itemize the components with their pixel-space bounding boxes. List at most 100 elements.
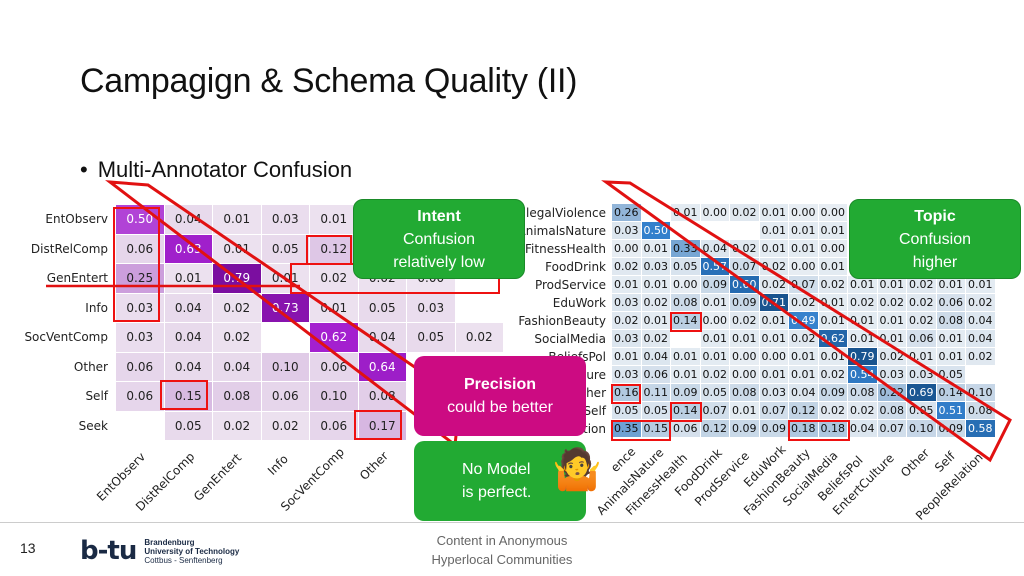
precision-callout: Precision could be better [414,356,586,436]
topic-cell: 0.02 [818,276,847,293]
btu-logo-text: Brandenburg University of Technology Cot… [144,538,239,565]
topic-cell: 0.05 [641,402,670,419]
topic-cell: 0.02 [907,294,936,311]
topic-cell: 0.18 [789,420,818,437]
topic-cell: 0.01 [612,348,641,365]
topic-cell: 0.51 [936,402,965,419]
topic-cell: 0.02 [759,276,788,293]
btu-logo: b-tu Brandenburg University of Technolog… [80,536,239,566]
intent-cell: 0.17 [358,411,406,440]
topic-cell [730,222,759,239]
topic-cell: 0.69 [907,384,936,401]
topic-cell: 0.02 [818,402,847,419]
topic-cell: 0.07 [730,258,759,275]
topic-cell: 0.01 [700,348,729,365]
intent-cell: 0.50 [116,205,164,234]
topic-cell: 0.00 [759,348,788,365]
topic-cell: 0.03 [612,330,641,347]
topic-cell: 0.03 [612,366,641,383]
topic-cell: 0.00 [818,240,847,257]
intent-cell: 0.05 [358,293,406,322]
topic-cell: 0.01 [730,402,759,419]
intent-cell: 0.06 [310,411,358,440]
intent-cell: 0.08 [358,382,406,411]
page-number: 13 [20,540,36,556]
intent-callout-line2: relatively low [393,253,485,271]
topic-cell: 0.02 [612,312,641,329]
topic-cell: 0.01 [789,222,818,239]
intent-cell: 0.04 [164,293,212,322]
intent-cell: 0.06 [261,382,309,411]
slide-footer [0,522,1024,576]
topic-cell: 0.14 [671,312,700,329]
topic-cell: 0.05 [671,258,700,275]
topic-cell [700,222,729,239]
topic-cell: 0.01 [759,222,788,239]
precision-callout-title: Precision [463,376,537,393]
topic-cell: 0.58 [966,420,995,437]
topic-cell: 0.09 [700,276,729,293]
intent-row-label: Seek [78,418,108,433]
topic-cell: 0.01 [730,330,759,347]
topic-cell: 0.01 [759,312,788,329]
intent-cell: 0.02 [213,293,261,322]
topic-callout: Topic Confusion higher [849,199,1021,279]
topic-callout-line2: higher [912,253,958,271]
topic-row-label: AnimalsNature [517,224,606,238]
topic-row-label: Self [583,404,606,418]
intent-callout-title: Intent [417,207,461,225]
topic-cell: 0.02 [877,294,906,311]
topic-cell: 0.09 [730,294,759,311]
btu-logo-mark: b-tu [80,536,137,566]
intent-cell [116,411,164,440]
intent-cell: 0.02 [261,411,309,440]
footer-center-text: Content in Anonymous Hyperlocal Communit… [412,531,592,569]
topic-row-label: SocialMedia [534,332,606,346]
topic-cell: 0.03 [612,222,641,239]
topic-cell: 0.02 [641,330,670,347]
topic-cell: 0.06 [641,366,670,383]
topic-cell: 0.00 [700,204,729,221]
footer-line1: Content in Anonymous [436,533,568,548]
intent-cell: 0.25 [116,264,164,293]
intent-cell: 0.01 [213,205,261,234]
topic-cell: 0.00 [700,312,729,329]
intent-cell: 0.01 [310,205,358,234]
intent-cell: 0.03 [261,205,309,234]
topic-cell: 0.15 [641,420,670,437]
topic-cell: 0.04 [966,312,995,329]
topic-cell: 0.01 [641,276,670,293]
nomodel-callout-line1: No Model [462,461,531,478]
intent-cell: 0.04 [358,323,406,352]
intent-cell: 0.01 [310,293,358,322]
topic-cell: 0.01 [671,204,700,221]
intent-cell: 0.08 [213,382,261,411]
topic-cell: 0.02 [966,348,995,365]
diagonal-highlight-right [601,180,1012,463]
topic-cell: 0.01 [759,240,788,257]
topic-cell: 0.01 [759,330,788,347]
topic-cell: 0.01 [671,366,700,383]
topic-cell: 0.12 [700,420,729,437]
topic-cell: 0.02 [966,294,995,311]
topic-cell: 0.02 [789,330,818,347]
topic-row-label: FitnessHealth [525,242,606,256]
intent-cell: 0.05 [164,411,212,440]
topic-cell: 0.02 [848,294,877,311]
topic-cell: 0.01 [789,366,818,383]
topic-cell: 0.08 [877,402,906,419]
topic-cell: 0.00 [730,366,759,383]
intent-cell: 0.03 [116,323,164,352]
topic-cell: 0.02 [848,402,877,419]
topic-cell: 0.01 [936,348,965,365]
topic-cell: 0.22 [877,384,906,401]
topic-cell: 0.01 [818,222,847,239]
intent-row-label: GenEntert [46,271,108,285]
intent-cell: 0.02 [213,323,261,352]
intent-cell: 0.05 [407,323,455,352]
intent-cell: 0.01 [164,264,212,293]
topic-cell: 0.02 [907,312,936,329]
topic-cell: 0.01 [936,276,965,293]
topic-cell: 0.35 [612,420,641,437]
topic-cell: 0.08 [671,294,700,311]
